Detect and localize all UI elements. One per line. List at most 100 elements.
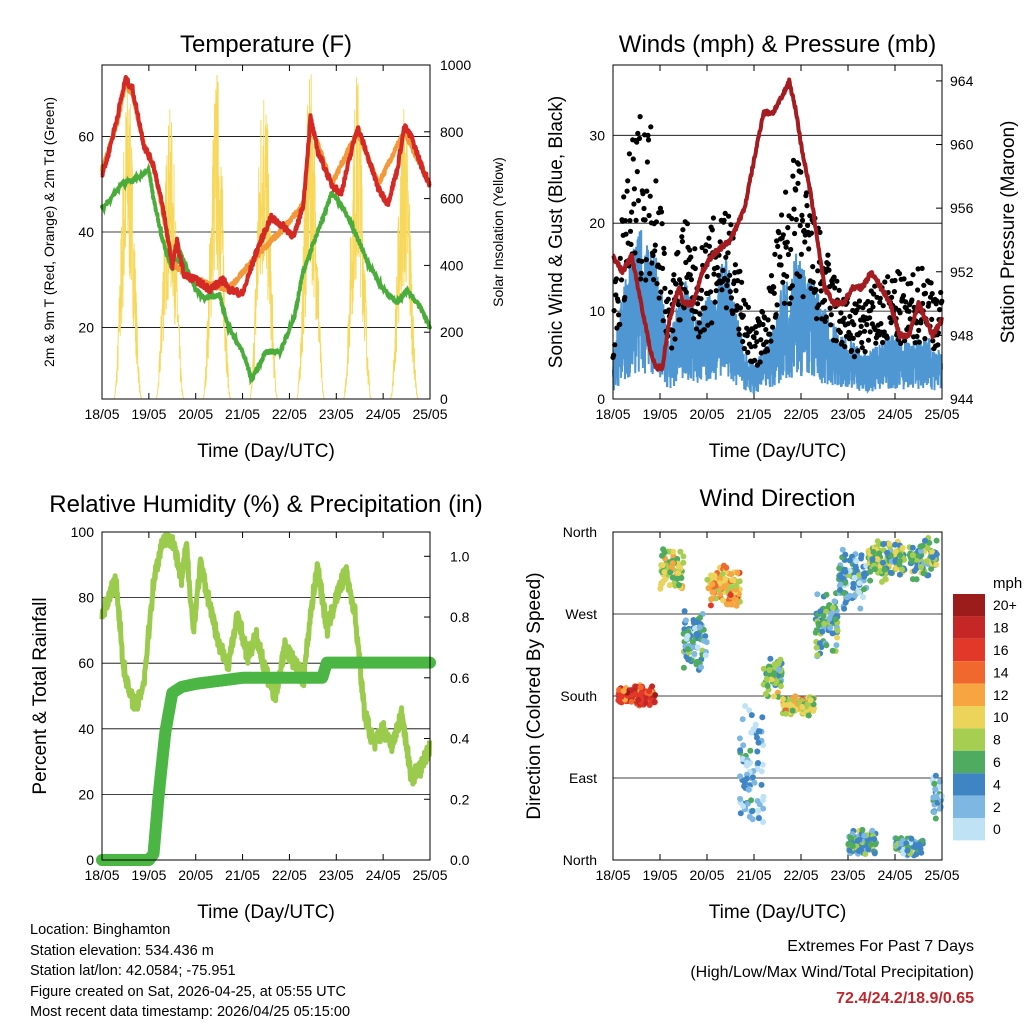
gust-point	[813, 287, 819, 293]
gust-point	[635, 130, 641, 136]
gust-point	[626, 151, 633, 157]
gust-point	[915, 287, 921, 293]
gust-point	[768, 273, 775, 279]
gust-point	[850, 335, 856, 341]
gust-point	[855, 348, 861, 354]
gust-point	[627, 218, 633, 224]
direction-point	[869, 827, 876, 834]
gust-point	[652, 242, 658, 248]
direction-point	[727, 583, 734, 590]
x-tick-label: 19/05	[642, 406, 677, 422]
station-info: Location: Binghamton Station elevation: …	[30, 920, 350, 1023]
x-tick-label: 19/05	[642, 867, 677, 883]
direction-point	[853, 558, 860, 565]
gust-point	[727, 289, 733, 295]
direction-point	[846, 557, 853, 564]
direction-point	[685, 628, 692, 635]
gust-point	[801, 227, 807, 234]
series-dewpoint	[100, 162, 432, 386]
direction-point	[705, 585, 712, 592]
direction-point	[747, 747, 754, 754]
gust-point	[640, 191, 646, 197]
gust-point	[659, 221, 665, 227]
gust-point	[622, 294, 628, 301]
gust-point	[683, 289, 689, 295]
direction-point	[856, 580, 863, 587]
gust-point	[767, 331, 773, 337]
colorbar-label: 8	[993, 732, 1001, 748]
y-tick-label: 20	[589, 215, 605, 231]
direction-point	[749, 808, 756, 815]
gust-point	[727, 272, 733, 278]
direction-point	[651, 698, 658, 705]
direction-point	[659, 562, 666, 569]
direction-point	[909, 552, 916, 559]
direction-point	[728, 571, 735, 578]
direction-point	[736, 735, 743, 742]
colorbar-label: 18	[993, 620, 1009, 636]
direction-point	[911, 567, 918, 574]
gust-point	[735, 278, 741, 284]
series-station-pressure	[611, 77, 944, 372]
direction-point	[777, 683, 784, 690]
gust-point	[673, 281, 679, 287]
x-axis-label: Time (Day/UTC)	[197, 441, 335, 462]
gust-point	[631, 186, 638, 192]
colorbar-label: 20+	[993, 597, 1017, 613]
gust-point	[859, 339, 865, 346]
direction-point	[768, 676, 775, 683]
direction-point	[931, 809, 938, 816]
direction-point	[851, 574, 858, 581]
gust-point	[827, 305, 833, 311]
gust-point	[828, 312, 834, 318]
direction-point	[884, 549, 891, 556]
gust-point	[781, 300, 788, 306]
gust-point	[697, 311, 703, 317]
gust-point	[847, 332, 854, 338]
gust-point	[880, 339, 886, 346]
gust-point	[807, 213, 813, 219]
direction-point	[899, 544, 906, 551]
gust-point	[638, 270, 644, 276]
direction-point	[917, 548, 924, 554]
direction-point	[685, 656, 692, 663]
direction-point	[861, 832, 868, 839]
gust-point	[693, 326, 700, 332]
gust-point	[877, 299, 883, 305]
gust-point	[732, 262, 739, 268]
direction-point	[676, 582, 682, 588]
direction-point	[842, 568, 849, 575]
direction-point	[637, 684, 644, 691]
direction-point	[823, 642, 830, 649]
gust-point	[726, 213, 732, 219]
colorbar-label: 10	[993, 709, 1009, 725]
gust-point	[741, 345, 748, 352]
direction-point	[736, 578, 743, 585]
gust-point	[723, 254, 729, 260]
gust-point	[745, 304, 752, 310]
direction-point	[759, 761, 766, 768]
gust-point	[728, 222, 734, 228]
gust-point	[758, 337, 764, 343]
direction-point	[675, 570, 682, 577]
direction-point	[752, 721, 759, 728]
gust-point	[737, 305, 744, 311]
y-tick-label: 20	[78, 319, 94, 335]
x-tick-label: 21/05	[225, 406, 260, 422]
gust-point	[613, 276, 620, 282]
direction-point	[828, 610, 835, 617]
direction-point	[755, 739, 762, 746]
direction-point	[762, 691, 769, 697]
gust-point	[645, 137, 652, 143]
gust-point	[751, 334, 757, 341]
gust-point	[816, 302, 822, 308]
gust-point	[625, 178, 631, 184]
gust-point	[648, 124, 654, 130]
direction-point	[646, 688, 653, 694]
gust-point	[616, 312, 622, 318]
gust-point	[789, 283, 796, 289]
gust-point	[670, 328, 676, 334]
gust-point	[928, 280, 934, 286]
x-tick-label: 18/05	[84, 406, 119, 422]
x-tick-label: 24/05	[366, 867, 401, 883]
